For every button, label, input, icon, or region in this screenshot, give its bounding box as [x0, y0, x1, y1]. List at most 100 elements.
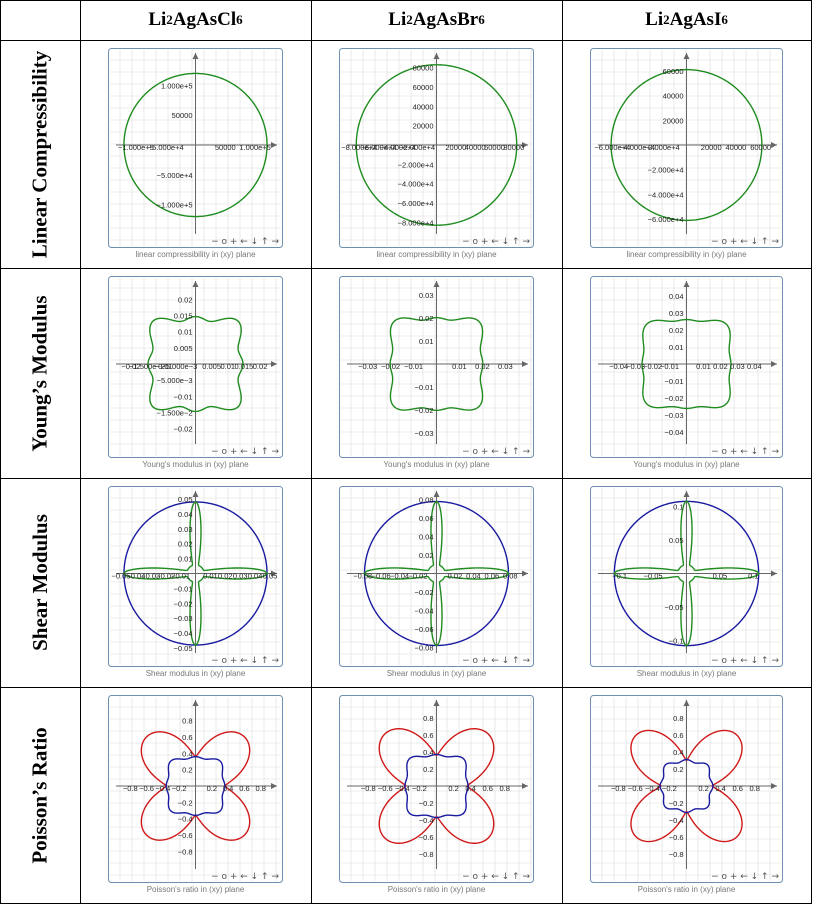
y-axis-arrow	[683, 281, 690, 287]
y-tick-label: 0.04	[178, 510, 193, 519]
x-axis-arrow	[271, 570, 277, 577]
column-header: Li 2 AgAsI 6	[562, 0, 811, 40]
x-axis-arrow	[522, 570, 528, 577]
y-tick-label: 0.8	[182, 717, 192, 726]
y-tick-label: 0.8	[423, 714, 433, 723]
row-header: Young’s Modulus	[0, 268, 80, 478]
y-tick-label: −8.000e+4	[398, 218, 434, 227]
y-tick-label: −0.02	[174, 599, 193, 608]
y-tick-label: 0.05	[178, 495, 193, 504]
x-tick-label: 0.03	[730, 362, 745, 371]
x-tick-label: 0.4	[223, 784, 233, 793]
pan-zoom-controls[interactable]: − o + ← ↓ ↑ →	[462, 447, 530, 457]
plot-caption: Shear modulus in (xy) plane	[387, 669, 487, 678]
x-tick-label: −0.03	[626, 362, 645, 371]
pan-zoom-controls[interactable]: − o + ← ↓ ↑ →	[711, 237, 779, 247]
series-curve-blue	[659, 758, 714, 814]
pan-zoom-controls[interactable]: − o + ← ↓ ↑ →	[711, 872, 779, 882]
x-tick-label: 0.015	[235, 362, 254, 371]
y-tick-label: −0.4	[178, 815, 193, 824]
formula-text: AgAsBr	[412, 9, 479, 30]
y-tick-label: −4.000e+4	[398, 180, 434, 189]
y-axis-arrow	[433, 491, 440, 497]
chart-panel: −0.03 −0.02 −0.01 0.01 0.02 0.03 0.03 0.02 0.01 −…	[339, 276, 534, 469]
y-tick-label: 60000	[663, 67, 684, 76]
chart-panel: −0.8 −0.6 −0.4 −0.2 0.2 0.4 0.6 0.80.80.60.40.2…	[108, 695, 283, 894]
y-tick-label: −0.04	[174, 629, 193, 638]
x-tick-label: 20000	[701, 143, 722, 152]
y-tick-label: 0.01	[178, 328, 193, 337]
x-tick-label: 0.03	[498, 362, 513, 371]
formula-subscript: 6	[721, 12, 728, 27]
x-tick-label: 0.6	[482, 784, 492, 793]
y-axis-arrow	[433, 281, 440, 287]
x-tick-label: −6.000e+4	[594, 143, 630, 152]
y-tick-label: 0.6	[673, 731, 683, 740]
y-tick-label: 0.02	[419, 551, 434, 560]
y-tick-label: 0.2	[673, 765, 683, 774]
series-curve-blue	[165, 755, 226, 817]
y-tick-label: −5.000e+4	[157, 171, 193, 180]
x-axis-arrow	[522, 361, 528, 367]
x-tick-label: −5.000e−3	[161, 362, 197, 371]
row-header: Shear Modulus	[0, 478, 80, 687]
pan-zoom-controls[interactable]: − o + ← ↓ ↑ →	[211, 656, 279, 666]
y-axis-arrow	[192, 53, 199, 59]
y-tick-label: 0.015	[174, 312, 193, 321]
plot-caption: Shear modulus in (xy) plane	[637, 669, 737, 678]
y-tick-label: −0.8	[669, 850, 684, 859]
y-tick-label: 0.02	[178, 540, 193, 549]
x-tick-label: 0.04	[248, 571, 263, 580]
y-tick-label: −0.01	[415, 383, 434, 392]
x-tick-label: 0.6	[732, 784, 742, 793]
x-tick-label: 40000	[465, 143, 486, 152]
y-tick-label: 40000	[413, 102, 434, 111]
y-tick-label: 0.01	[669, 343, 684, 352]
pan-zoom-controls[interactable]: − o + ← ↓ ↑ →	[211, 237, 279, 247]
y-tick-label: −6.000e+4	[648, 215, 684, 224]
y-tick-label: 0.03	[419, 291, 434, 300]
pan-zoom-controls[interactable]: − o + ← ↓ ↑ →	[462, 656, 530, 666]
formula-text: Li	[388, 9, 407, 30]
series-curve-green	[147, 315, 244, 413]
y-tick-label: −0.6	[419, 833, 434, 842]
x-axis-arrow	[271, 142, 277, 148]
x-tick-label: 0.005	[202, 362, 221, 371]
pan-zoom-controls[interactable]: − o + ← ↓ ↑ →	[462, 872, 530, 882]
y-tick-label: 0.05	[669, 536, 684, 545]
x-tick-label: 0.01	[452, 362, 467, 371]
y-axis-arrow	[192, 700, 199, 706]
x-tick-label: −0.03	[358, 362, 377, 371]
y-tick-label: 20000	[413, 122, 434, 131]
y-tick-label: 0.8	[673, 714, 683, 723]
x-tick-label: −0.6	[139, 784, 154, 793]
pan-zoom-controls[interactable]: − o + ← ↓ ↑ →	[462, 237, 530, 247]
y-tick-label: −0.05	[174, 644, 193, 653]
chart-panel: −0.02−1.500e−2−0.01−5.000e−3 0.005 0.01 0.0…	[108, 276, 283, 469]
y-tick-label: 0.02	[419, 314, 434, 323]
x-axis-arrow	[771, 361, 777, 367]
pan-zoom-controls[interactable]: − o + ← ↓ ↑ →	[211, 872, 279, 882]
x-tick-label: −8.000e+4	[341, 143, 377, 152]
pan-zoom-controls[interactable]: − o + ← ↓ ↑ →	[211, 447, 279, 457]
chart-panel: −0.08 −0.06 −0.04 −0.02 0.02 0.04 0.06 0.080.08…	[339, 486, 534, 678]
y-tick-label: −4.000e+4	[648, 190, 684, 199]
chart-panel: −6.000e+4−4.000e+4−2.000e+4 20000 40000 600…	[590, 48, 783, 259]
y-tick-label: 0.04	[669, 292, 684, 301]
x-tick-label: −0.02	[156, 571, 175, 580]
plot-caption: linear compressibility in (xy) plane	[135, 250, 256, 259]
y-tick-label: −2.000e+4	[398, 160, 434, 169]
y-tick-label: 0.2	[182, 766, 192, 775]
y-tick-label: −0.1	[669, 636, 684, 645]
table-rule	[80, 0, 81, 904]
y-tick-label: 0.03	[178, 525, 193, 534]
y-tick-label: −0.4	[419, 816, 434, 825]
pan-zoom-controls[interactable]: − o + ← ↓ ↑ →	[711, 656, 779, 666]
formula-subscript: 2	[663, 12, 670, 27]
plot-caption: Young's modulus in (xy) plane	[383, 460, 490, 469]
pan-zoom-controls[interactable]: − o + ← ↓ ↑ →	[711, 447, 779, 457]
x-tick-label: −2.000e+4	[399, 143, 435, 152]
x-tick-label: 60000	[484, 143, 505, 152]
y-tick-label: 0.4	[423, 748, 433, 757]
y-tick-label: −0.2	[669, 799, 684, 808]
